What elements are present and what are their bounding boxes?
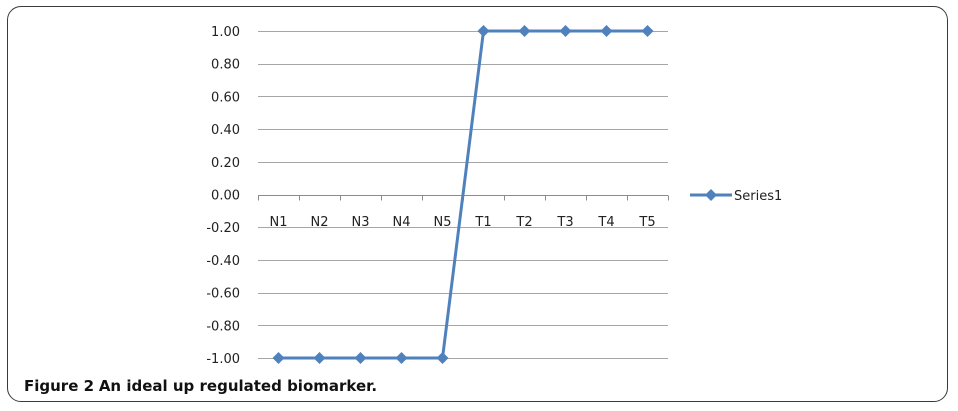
x-tick-labels: N1 N2 N3 N4 N5 T1 T2 T3 T4 T5 (270, 215, 656, 230)
x-tick-label: N1 (270, 215, 288, 230)
x-tick-label: N2 (311, 215, 329, 230)
y-tick-labels: 1.00 0.80 0.60 0.40 0.20 0.00 -0.20 -0.40 -0.60 -… (206, 25, 240, 367)
x-tick-label: N5 (434, 215, 452, 230)
data-point-marker (395, 352, 408, 364)
legend-label: Series1 (734, 189, 782, 204)
x-tick-label: N4 (393, 215, 411, 230)
y-tick-label: 1.00 (211, 25, 240, 40)
data-point-marker (354, 352, 367, 364)
x-tick-label: T2 (515, 215, 532, 230)
x-tick-label: T3 (556, 215, 573, 230)
legend: Series1 (690, 189, 782, 204)
data-point-marker (641, 25, 654, 37)
legend-marker (705, 189, 717, 201)
data-point-marker (436, 352, 449, 364)
series-line (278, 29, 648, 360)
data-point-marker (313, 352, 326, 364)
y-tick-label: 0.00 (211, 189, 240, 204)
y-tick-label: 0.60 (211, 90, 240, 105)
figure-caption: Figure 2 An ideal up regulated biomarker… (24, 377, 377, 395)
y-tick-label: -0.20 (206, 221, 240, 236)
x-tick-label: T1 (474, 215, 491, 230)
data-point-marker (559, 25, 572, 37)
y-tick-label: 0.80 (211, 58, 240, 73)
series-group (272, 25, 654, 364)
x-tick-label: N3 (352, 215, 370, 230)
data-point-marker (477, 25, 490, 37)
x-tick-label: T4 (597, 215, 614, 230)
y-tick-label: -0.40 (206, 254, 240, 269)
caption-label: Figure 2 (24, 377, 95, 395)
x-tick-label: T5 (638, 215, 655, 230)
data-point-marker (600, 25, 613, 37)
y-tick-label: -0.80 (206, 319, 240, 334)
y-tick-label: 0.40 (211, 123, 240, 138)
y-tick-label: -1.00 (206, 352, 240, 367)
caption-text: An ideal up regulated biomarker. (98, 377, 378, 395)
data-point-marker (272, 352, 285, 364)
data-point-marker (518, 25, 531, 37)
y-tick-label: -0.60 (206, 287, 240, 302)
y-tick-label: 0.20 (211, 156, 240, 171)
